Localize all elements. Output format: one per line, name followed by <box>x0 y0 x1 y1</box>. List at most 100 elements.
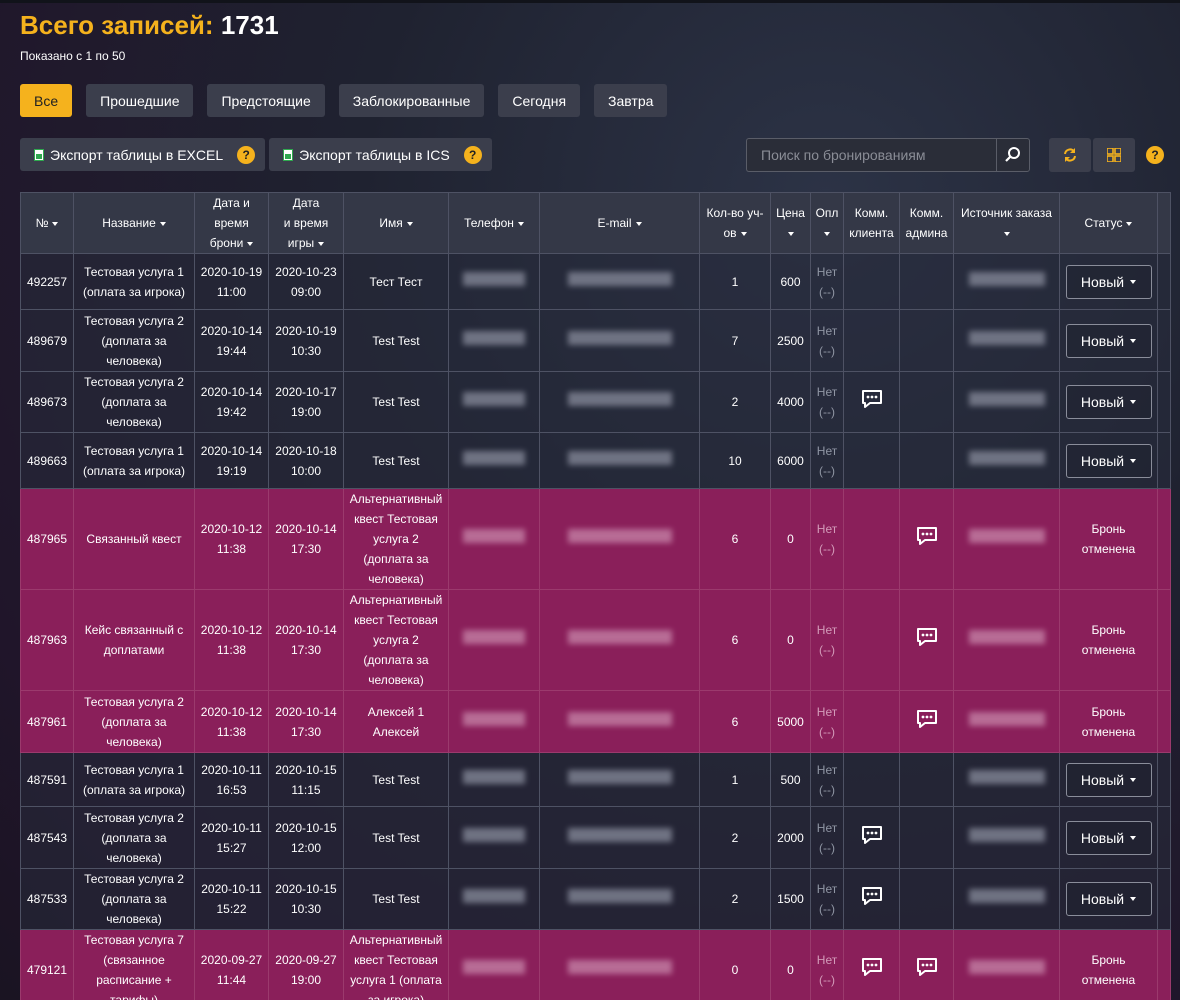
filter-past-button[interactable]: Прошедшие <box>86 84 194 117</box>
table-row[interactable]: 489663 Тестовая услуга 1 (оплата за игрока… <box>20 432 1171 489</box>
export-excel-label: Экспорт таблицы в EXCEL <box>50 146 224 163</box>
cell-admin-comment <box>899 752 954 807</box>
cell-source-redacted <box>953 752 1060 807</box>
cell-booked: 2020-10-12 11:38 <box>194 589 269 691</box>
col-paid[interactable]: Опл <box>810 192 844 254</box>
cell-client-comment <box>843 253 900 310</box>
search-button[interactable] <box>996 138 1030 172</box>
status-dropdown[interactable]: Новый <box>1065 882 1152 916</box>
status-dropdown[interactable]: Новый <box>1065 443 1152 478</box>
cell-source-redacted <box>953 253 1060 310</box>
status-dropdown[interactable]: Новый <box>1065 264 1152 299</box>
chat-icon[interactable] <box>861 957 883 983</box>
page-header: Всего записей: 1731 Показано с 1 по 50 <box>20 10 279 63</box>
export-ics-label: Экспорт таблицы в ICS <box>299 146 450 163</box>
chat-icon[interactable] <box>916 957 938 983</box>
filter-tomorrow-button[interactable]: Завтра <box>594 84 668 117</box>
cell-admin-comment <box>899 309 954 372</box>
cell-extra <box>1157 432 1171 489</box>
cell-client-comment[interactable] <box>843 806 900 869</box>
col-source[interactable]: Источник заказа <box>953 192 1060 254</box>
export-excel-button[interactable]: Экспорт таблицы в EXCEL ? <box>20 138 266 171</box>
col-price[interactable]: Цена <box>770 192 811 254</box>
cell-client-comment[interactable] <box>843 371 900 433</box>
status-dropdown[interactable]: Новый <box>1065 323 1152 358</box>
cell-game: 2020-10-14 17:30 <box>268 589 344 691</box>
cell-name: Тестовая услуга 1 (оплата за игрока) <box>73 432 195 489</box>
cell-client-comment <box>843 488 900 590</box>
chat-icon[interactable] <box>861 825 883 851</box>
chat-icon[interactable] <box>916 627 938 653</box>
table-row[interactable]: 487591 Тестовая услуга 1 (оплата за игрока… <box>20 752 1171 807</box>
cell-admin-comment[interactable] <box>899 690 954 753</box>
help-icon[interactable]: ? <box>237 145 256 164</box>
col-status[interactable]: Статус <box>1059 192 1158 254</box>
table-row[interactable]: 487963 Кейс связанный с доплатами 2020-10-1… <box>20 589 1171 691</box>
chat-icon[interactable] <box>861 389 883 415</box>
cell-email-redacted <box>539 868 700 930</box>
filter-tabs: Все Прошедшие Предстоящие Заблокированны… <box>20 84 668 117</box>
col-email[interactable]: E-mail <box>539 192 700 254</box>
cell-phone-redacted <box>448 868 540 930</box>
cell-price: 5000 <box>770 690 811 753</box>
table-row[interactable]: 487543 Тестовая услуга 2 (доплата за челове… <box>20 806 1171 869</box>
cell-game: 2020-09-27 19:00 <box>268 929 344 1000</box>
table-row[interactable]: 489673 Тестовая услуга 2 (доплата за челове… <box>20 371 1171 433</box>
table-row[interactable]: 487965 Связанный квест 2020-10-12 11:38 2020… <box>20 488 1171 590</box>
export-ics-button[interactable]: Экспорт таблицы в ICS ? <box>269 138 492 171</box>
cell-count: 1 <box>699 752 771 807</box>
table-row[interactable]: 487961 Тестовая услуга 2 (доплата за челове… <box>20 690 1171 753</box>
table-row[interactable]: 487533 Тестовая услуга 2 (доплата за челове… <box>20 868 1171 930</box>
table-row[interactable]: 492257 Тестовая услуга 1 (оплата за игрока… <box>20 253 1171 310</box>
status-dropdown[interactable]: Новый <box>1065 820 1152 855</box>
cell-phone-redacted <box>448 690 540 753</box>
col-phone[interactable]: Телефон <box>448 192 540 254</box>
cell-client-comment[interactable] <box>843 929 900 1000</box>
cell-admin-comment[interactable] <box>899 589 954 691</box>
status-dropdown[interactable]: Новый <box>1065 762 1152 797</box>
col-num[interactable]: № <box>20 192 74 254</box>
chat-icon[interactable] <box>916 526 938 552</box>
cell-client: Test Test <box>343 309 449 372</box>
cell-booked: 2020-10-11 16:53 <box>194 752 269 807</box>
help-icon[interactable]: ? <box>1146 146 1164 164</box>
shown-range: Показано с 1 по 50 <box>20 49 126 63</box>
cell-id: 487963 <box>20 589 74 691</box>
cell-admin-comment[interactable] <box>899 929 954 1000</box>
cell-extra <box>1157 589 1171 691</box>
help-icon[interactable]: ? <box>463 145 482 164</box>
cell-status: Бронь отменена <box>1059 488 1158 590</box>
cell-id: 487543 <box>20 806 74 869</box>
col-count[interactable]: Кол-во уч-ов <box>699 192 771 254</box>
table-row[interactable]: 489679 Тестовая услуга 2 (доплата за челове… <box>20 309 1171 372</box>
col-booked[interactable]: Дата и время брони <box>194 192 269 254</box>
cell-client-comment[interactable] <box>843 868 900 930</box>
cell-phone-redacted <box>448 589 540 691</box>
col-name[interactable]: Название <box>73 192 195 254</box>
cell-email-redacted <box>539 371 700 433</box>
filter-today-button[interactable]: Сегодня <box>498 84 581 117</box>
chat-icon[interactable] <box>861 886 883 912</box>
table-row[interactable]: 479121 Тестовая услуга 7 (связанное расписа… <box>20 929 1171 1000</box>
cell-status: Новый <box>1059 309 1158 372</box>
cell-count: 0 <box>699 929 771 1000</box>
cell-client-comment <box>843 589 900 691</box>
col-client[interactable]: Имя <box>343 192 449 254</box>
grid-view-button[interactable] <box>1093 138 1135 172</box>
chat-icon[interactable] <box>916 709 938 735</box>
cell-status: Новый <box>1059 752 1158 807</box>
export-toolbar: Экспорт таблицы в EXCEL ? Экспорт таблиц… <box>20 138 492 171</box>
search-input[interactable] <box>746 138 996 172</box>
refresh-button[interactable] <box>1049 138 1091 172</box>
cell-game: 2020-10-14 17:30 <box>268 690 344 753</box>
cell-source-redacted <box>953 432 1060 489</box>
filter-blocked-button[interactable]: Заблокированные <box>338 84 485 117</box>
cell-extra <box>1157 690 1171 753</box>
cell-admin-comment[interactable] <box>899 488 954 590</box>
filter-upcoming-button[interactable]: Предстоящие <box>207 84 325 117</box>
col-game[interactable]: Дата и время игры <box>268 192 344 254</box>
cell-paid: Нет (--) <box>810 690 844 753</box>
cell-status: Бронь отменена <box>1059 690 1158 753</box>
status-dropdown[interactable]: Новый <box>1065 385 1152 419</box>
filter-all-button[interactable]: Все <box>20 84 73 117</box>
